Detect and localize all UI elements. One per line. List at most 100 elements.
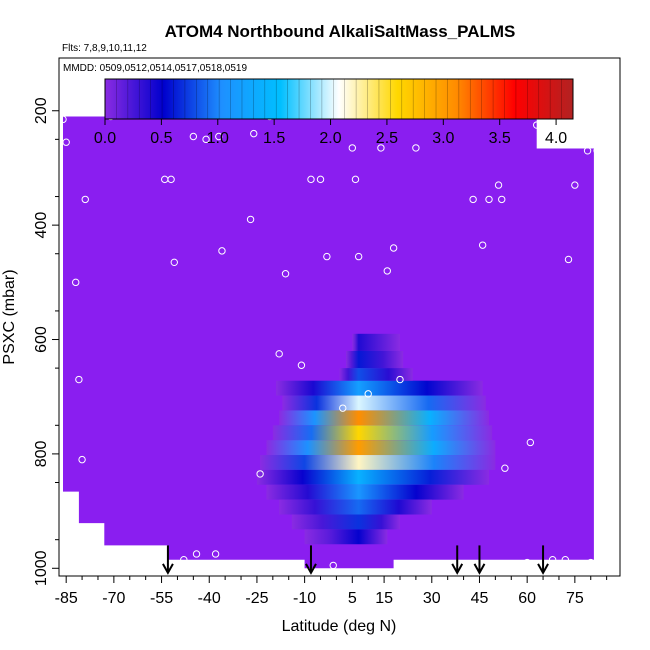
colorbar-tick-label: 0.5 <box>150 130 172 147</box>
colorbar-gradient <box>105 79 573 119</box>
peak-cell <box>256 469 490 485</box>
sample-point <box>463 564 471 572</box>
x-tick-label: -70 <box>102 590 125 607</box>
sample-point <box>256 470 264 478</box>
x-tick-label: -10 <box>293 590 316 607</box>
peak-cell <box>291 514 400 530</box>
sample-point <box>192 550 201 558</box>
y-tick-label: 600 <box>33 326 50 353</box>
sample-point <box>323 252 331 261</box>
sample-point <box>396 375 404 384</box>
colorbar-tick-label: 2.5 <box>376 130 398 147</box>
sample-point <box>215 132 223 141</box>
peak-cell <box>352 333 400 351</box>
peak-cell <box>339 368 413 381</box>
sample-point <box>78 455 86 464</box>
sample-point <box>167 175 175 184</box>
sample-point <box>383 267 391 275</box>
sample-point <box>180 556 188 564</box>
sample-point <box>532 121 541 129</box>
sample-point <box>59 115 67 124</box>
x-tick-label: -85 <box>55 590 78 607</box>
sample-point <box>173 561 182 570</box>
peak-cell <box>266 484 464 500</box>
x-axis: -85 -70 -55 -40 -25 -10 5 15 30 45 60 75 <box>55 576 608 607</box>
sample-point <box>583 147 592 155</box>
sample-point <box>364 390 372 398</box>
sample-point <box>246 215 255 224</box>
sample-point <box>348 144 357 152</box>
sample-point <box>469 195 477 204</box>
y-tick-label: 800 <box>33 440 50 467</box>
x-tick-label: 5 <box>348 590 357 607</box>
sample-point <box>602 244 611 252</box>
sample-point <box>494 181 503 189</box>
plot-frame <box>58 57 621 577</box>
sample-point <box>275 350 283 358</box>
x-axis-label: Latitude (deg N) <box>282 618 397 635</box>
sample-point <box>354 252 363 261</box>
flight-marker-arrow <box>537 545 549 575</box>
peak-cell <box>272 425 493 441</box>
sample-point <box>189 132 198 141</box>
sample-point <box>485 195 493 204</box>
peak-cell <box>282 395 486 411</box>
sample-point <box>316 175 325 184</box>
x-tick-label: 15 <box>375 590 393 607</box>
x-tick-label: -40 <box>198 590 221 607</box>
sample-point <box>170 258 178 267</box>
sample-point <box>478 241 487 249</box>
x-tick-label: 75 <box>566 590 584 607</box>
peak-cell <box>304 529 388 545</box>
sample-point <box>389 244 398 252</box>
colorbar-tick-label: 4.0 <box>545 130 567 147</box>
sample-point <box>297 361 306 369</box>
colorbar-tick-label: 2.0 <box>319 130 341 147</box>
sample-point <box>281 270 290 278</box>
x-tick-label: 30 <box>423 590 441 607</box>
sample-point <box>498 195 506 204</box>
sample-point <box>564 255 573 264</box>
sample-point <box>329 561 337 570</box>
sample-point <box>501 464 509 472</box>
flight-marker-arrow <box>305 545 317 575</box>
flights-note: Flts: 7,8,9,10,11,12 <box>62 43 147 54</box>
sample-point <box>250 129 258 138</box>
sample-point <box>548 556 557 564</box>
sample-point <box>75 375 83 384</box>
y-tick-label: 1000 <box>33 550 50 586</box>
x-tick-label: 45 <box>471 590 489 607</box>
sample-point <box>351 175 360 184</box>
peak-cell <box>279 499 432 515</box>
x-tick-label: -25 <box>245 590 268 607</box>
sample-point <box>81 195 89 204</box>
sample-point <box>523 558 531 567</box>
flight-marker-arrow <box>473 545 486 575</box>
peak-cell <box>276 380 483 396</box>
sample-point <box>62 138 70 146</box>
sample-point <box>218 247 226 255</box>
dates-note: MMDD: 0509,0512,0514,0517,0518,0519 <box>63 63 247 74</box>
peak-cell <box>279 410 490 426</box>
y-axis-label: PSXC (mbar) <box>1 269 18 364</box>
y-tick-label: 400 <box>33 212 50 239</box>
y-axis: 200 400 600 800 1000 <box>33 97 59 586</box>
peak-cell <box>266 440 496 456</box>
sample-point <box>211 550 220 558</box>
sample-point <box>561 556 570 564</box>
peak-cell <box>345 350 404 369</box>
peak-cell <box>260 455 496 470</box>
sample-point <box>571 181 579 189</box>
chart-title: ATOM4 Northbound AlkaliSaltMass_PALMS <box>165 22 516 41</box>
x-tick-label: 60 <box>518 590 536 607</box>
sample-point <box>202 135 210 144</box>
sample-point <box>250 564 258 572</box>
colorbar-tick-label: 1.0 <box>207 130 229 147</box>
sample-point <box>72 278 80 287</box>
colorbar-tick-label: 1.5 <box>263 130 285 147</box>
sample-point <box>526 438 535 447</box>
x-tick-label: -55 <box>150 590 173 607</box>
sample-point <box>587 558 595 567</box>
sample-point <box>412 144 420 152</box>
colorbar-tick-label: 3.5 <box>489 130 511 147</box>
